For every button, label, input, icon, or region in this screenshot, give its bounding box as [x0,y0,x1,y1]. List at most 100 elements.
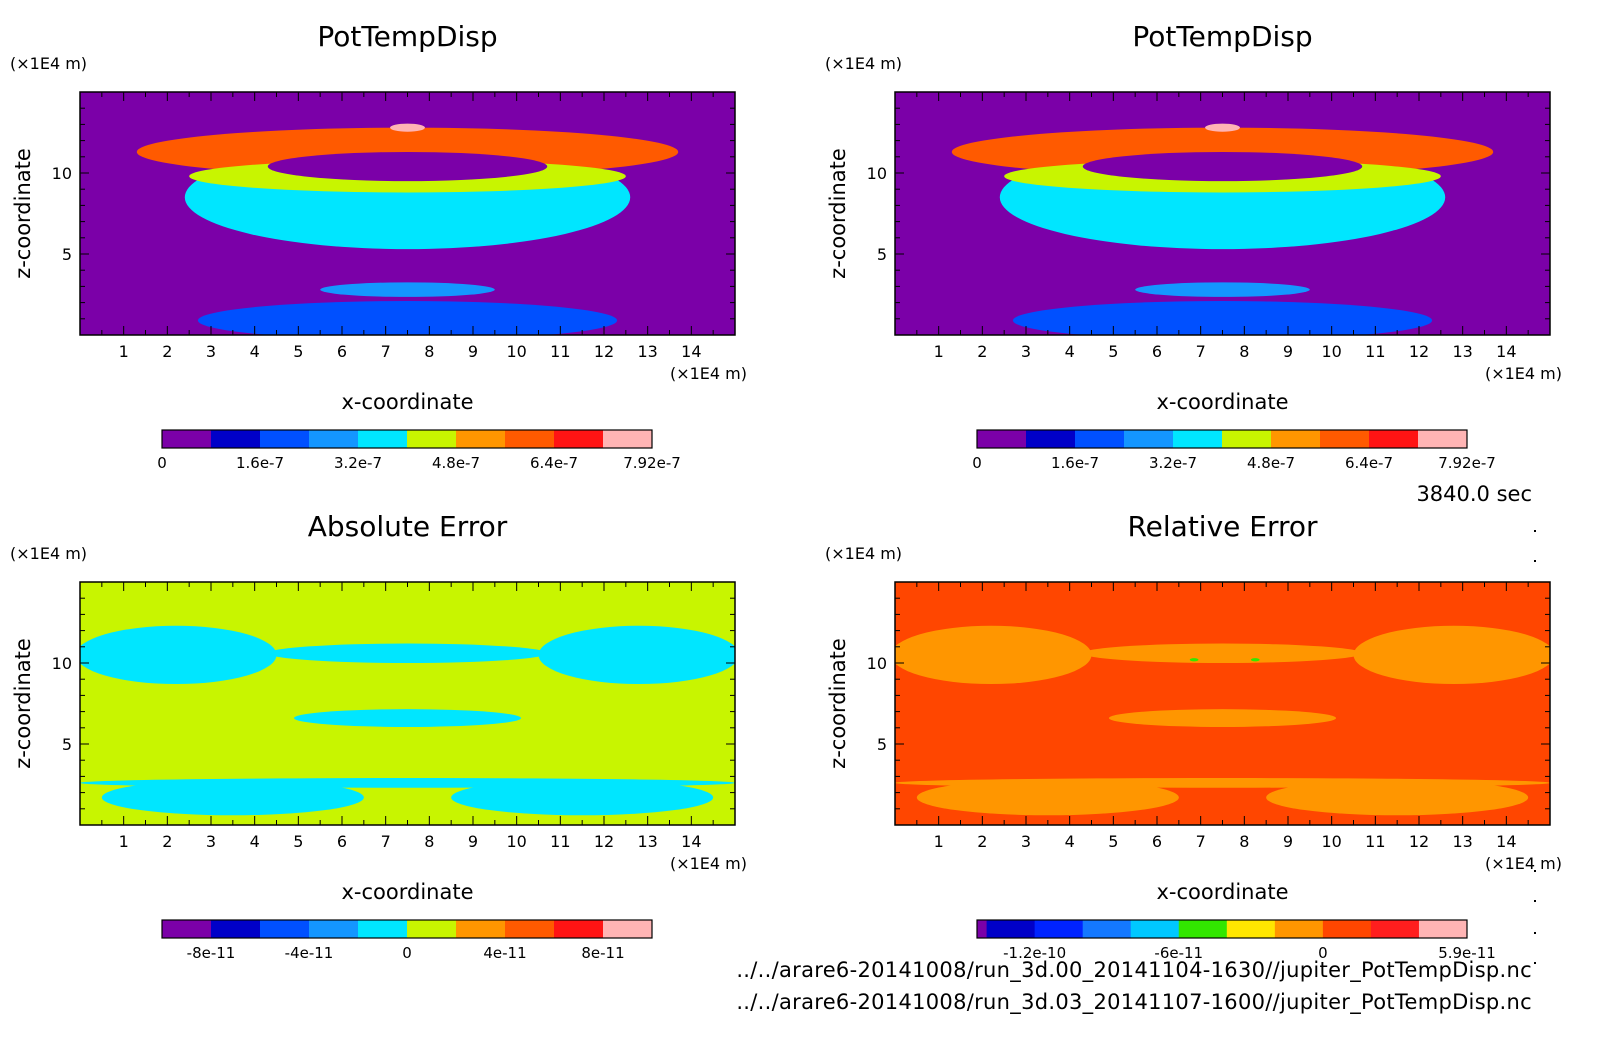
colorbar-swatch [456,430,506,448]
contour-region [1250,658,1260,662]
colorbar-swatch [1130,920,1180,938]
contour-region [916,779,1179,816]
contour-regions [80,625,735,816]
y-tick-label: 5 [62,735,72,754]
x-tick-label: 12 [594,342,614,361]
chart-panel-4: Relative Error(×1E4 m)1 2 3 4 5 6 7 8 9 10 11 12 13 1… [825,510,1562,962]
colorbar-swatch [1173,430,1223,448]
contour-region [1082,643,1363,664]
contour-region [1189,658,1199,662]
x-tick-label: 13 [1452,342,1472,361]
x-unit-label: (×1E4 m) [670,854,747,873]
colorbar-label: -8e-11 [187,944,236,962]
x-tick-label: 6 [1152,832,1162,851]
colorbar-swatch [977,430,1027,448]
x-tick-label: 6 [337,342,347,361]
contour-region [1082,151,1363,182]
x-tick-label: 8 [1239,832,1249,851]
x-tick-label: 2 [977,832,987,851]
y-tick-label: 10 [52,164,72,183]
decor-dot [1534,530,1536,532]
colorbar-swatch [162,430,212,448]
x-tick-label: 7 [1196,832,1206,851]
colorbar-swatch [977,920,988,938]
contour-region [895,625,1092,685]
contour-region [101,779,364,816]
colorbar-swatch [162,920,212,938]
chart-panel-1: PotTempDisp(×1E4 m)1 2 3 4 5 6 7 8 9 10 11 12 13 1451… [10,20,747,472]
colorbar-label: 3.2e-7 [334,454,382,472]
x-tick-label: 2 [977,342,987,361]
file-path-1: ../../arare6-20141008/run_3d.00_20141104… [736,958,1532,982]
x-tick-label: 4 [1065,342,1075,361]
decor-dot [1534,560,1536,562]
colorbar-swatch [260,430,310,448]
colorbar-label: 8e-11 [581,944,624,962]
colorbar-swatch [1322,920,1372,938]
x-tick-label: 12 [594,832,614,851]
colorbar-label: -6e-11 [1154,944,1203,962]
y-tick-label: 10 [867,654,887,673]
y-axis-label: z-coordinate [11,148,35,279]
x-tick-label: 9 [468,342,478,361]
x-tick-label: 12 [1409,832,1429,851]
x-tick-label: 14 [681,832,701,851]
x-tick-label: 3 [206,832,216,851]
colorbar-label: 7.92e-7 [623,454,681,472]
x-tick-label: 4 [1065,832,1075,851]
x-tick-label: 2 [162,832,172,851]
x-tick-label: 10 [506,342,526,361]
contour-regions [895,625,1550,816]
contour-region [895,778,1550,788]
colorbar-swatch [1075,430,1125,448]
colorbar-swatch [1271,430,1321,448]
colorbar-swatch [1369,430,1419,448]
colorbar-swatch [1124,430,1174,448]
x-axis-label: x-coordinate [341,880,473,904]
x-unit-label: (×1E4 m) [670,364,747,383]
x-tick-label: 1 [119,832,129,851]
colorbar-frame [976,429,1468,449]
x-tick-label: 5 [1108,342,1118,361]
colorbar-label: -1.2e-10 [1003,944,1066,962]
x-tick-label: 8 [424,832,434,851]
chart-title: PotTempDisp [317,20,497,53]
contour-region [293,709,522,727]
colorbar-swatch [1222,430,1272,448]
x-tick-label: 6 [337,832,347,851]
colorbar: -8e-11 -4e-11 0 4e-11 8e-11 [161,919,653,962]
colorbar-swatch [986,920,1036,938]
colorbar-swatch [358,920,408,938]
decor-dot [1534,962,1536,964]
y-tick-label: 10 [867,164,887,183]
colorbar-swatch [1226,920,1276,938]
x-unit-label: (×1E4 m) [1485,364,1562,383]
x-tick-label: 10 [1321,342,1341,361]
x-tick-label: 14 [1496,832,1516,851]
y-tick-label: 10 [52,654,72,673]
y-unit-label: (×1E4 m) [825,544,902,563]
chart-title: Absolute Error [308,510,508,543]
contour-region [538,625,735,685]
x-tick-label: 10 [1321,832,1341,851]
x-tick-label: 5 [293,832,303,851]
x-tick-label: 13 [1452,832,1472,851]
x-axis-label: x-coordinate [1156,880,1288,904]
x-tick-label: 3 [1021,832,1031,851]
y-tick-label: 5 [877,735,887,754]
contour-region [1205,123,1240,132]
x-tick-label: 13 [637,832,657,851]
y-axis-label: z-coordinate [11,638,35,769]
colorbar-swatch [603,920,653,938]
colorbar: 0 1.6e-7 3.2e-7 4.8e-7 6.4e-7 7.92e-7 [972,429,1496,472]
x-tick-label: 9 [1283,342,1293,361]
x-tick-label: 12 [1409,342,1429,361]
colorbar-frame [976,919,1468,939]
colorbar-swatch [211,920,261,938]
y-axis-label: z-coordinate [826,148,850,279]
colorbar-swatch [1178,920,1228,938]
file-path-2: ../../arare6-20141008/run_3d.03_20141107… [736,990,1532,1014]
contour-region [80,625,277,685]
colorbar-swatch [1418,430,1468,448]
colorbar-swatch [1082,920,1132,938]
